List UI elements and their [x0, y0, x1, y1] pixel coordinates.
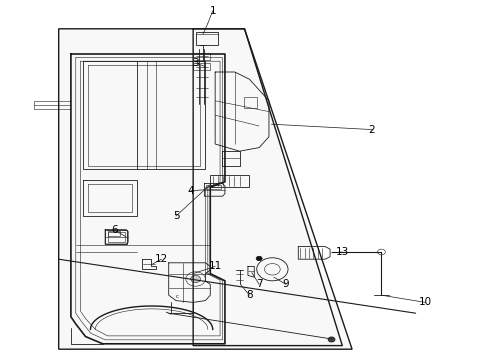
- Text: 10: 10: [418, 297, 431, 307]
- Circle shape: [190, 275, 200, 283]
- Text: 1: 1: [209, 6, 216, 16]
- Polygon shape: [59, 29, 351, 349]
- Bar: [193, 53, 210, 60]
- Bar: [107, 232, 124, 242]
- Bar: [244, 97, 256, 108]
- Text: 7: 7: [255, 279, 262, 289]
- Bar: [210, 175, 249, 187]
- Text: 4: 4: [187, 186, 194, 196]
- Text: 6: 6: [111, 225, 118, 235]
- Circle shape: [256, 256, 262, 261]
- Text: 12: 12: [154, 254, 168, 264]
- Text: 9: 9: [282, 279, 289, 289]
- Bar: [107, 231, 120, 236]
- Bar: [193, 63, 210, 70]
- Text: 11: 11: [208, 261, 222, 271]
- Text: 13: 13: [335, 247, 348, 257]
- Text: 3: 3: [192, 58, 199, 68]
- Text: 8: 8: [245, 290, 252, 300]
- Bar: [206, 185, 221, 189]
- Text: 2: 2: [367, 125, 374, 135]
- Bar: [195, 32, 217, 45]
- Text: c: c: [175, 294, 178, 300]
- Circle shape: [327, 337, 334, 342]
- Bar: [105, 230, 127, 244]
- Text: 5: 5: [172, 211, 179, 221]
